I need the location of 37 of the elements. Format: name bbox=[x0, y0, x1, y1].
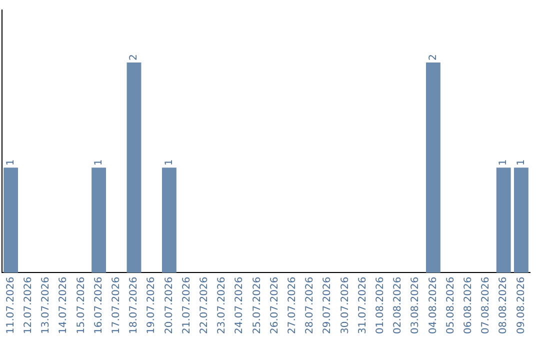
x-tick-label: 17.07.2026 bbox=[110, 276, 122, 334]
x-tick-label: 21.07.2026 bbox=[181, 276, 192, 334]
x-tick-label: 05.08.2026 bbox=[445, 276, 456, 334]
x-tick-label: 23.07.2026 bbox=[216, 276, 228, 334]
data-label: 1 bbox=[93, 159, 104, 166]
x-tick-label: 11.07.2026 bbox=[5, 276, 16, 334]
x-tick-label: 16.07.2026 bbox=[93, 276, 104, 334]
x-tick-label: 08.08.2026 bbox=[498, 276, 510, 334]
x-tick-label: 07.08.2026 bbox=[480, 276, 492, 334]
x-tick-label: 06.08.2026 bbox=[462, 276, 474, 334]
x-tick-label: 22.07.2026 bbox=[198, 276, 210, 334]
data-label: 2 bbox=[428, 54, 439, 61]
x-tick-label: 12.07.2026 bbox=[22, 276, 34, 334]
x-tick-label: 30.07.2026 bbox=[340, 276, 351, 334]
x-tick-label: 31.07.2026 bbox=[357, 276, 368, 334]
x-tick-label: 14.07.2026 bbox=[58, 276, 70, 334]
x-tick-label: 20.07.2026 bbox=[164, 276, 175, 334]
x-tick-label: 25.07.2026 bbox=[252, 276, 263, 334]
x-tick-label: 26.07.2026 bbox=[269, 276, 280, 334]
x-tick-label: 03.08.2026 bbox=[410, 276, 422, 334]
x-tick-label: 29.07.2026 bbox=[322, 276, 334, 334]
x-tick-label: 28.07.2026 bbox=[304, 276, 316, 334]
x-tick-label: 01.08.2026 bbox=[374, 276, 386, 334]
x-tick-label: 18.07.2026 bbox=[128, 276, 140, 334]
data-label: 1 bbox=[164, 159, 175, 166]
x-tick-label: 15.07.2026 bbox=[76, 276, 87, 334]
data-label: 2 bbox=[128, 54, 140, 61]
x-tick-label: 09.08.2026 bbox=[516, 276, 527, 334]
x-tick-label: 13.07.2026 bbox=[40, 276, 52, 334]
data-label: 1 bbox=[498, 159, 510, 166]
x-tick-label: 02.08.2026 bbox=[392, 276, 404, 334]
x-tick-label: 24.07.2026 bbox=[234, 276, 246, 334]
x-tick-label: 27.07.2026 bbox=[286, 276, 298, 334]
x-tick-label: 19.07.2026 bbox=[146, 276, 158, 334]
x-tick-label: 04.08.2026 bbox=[428, 276, 439, 334]
data-label: 1 bbox=[5, 159, 16, 166]
data-label: 1 bbox=[516, 159, 527, 166]
